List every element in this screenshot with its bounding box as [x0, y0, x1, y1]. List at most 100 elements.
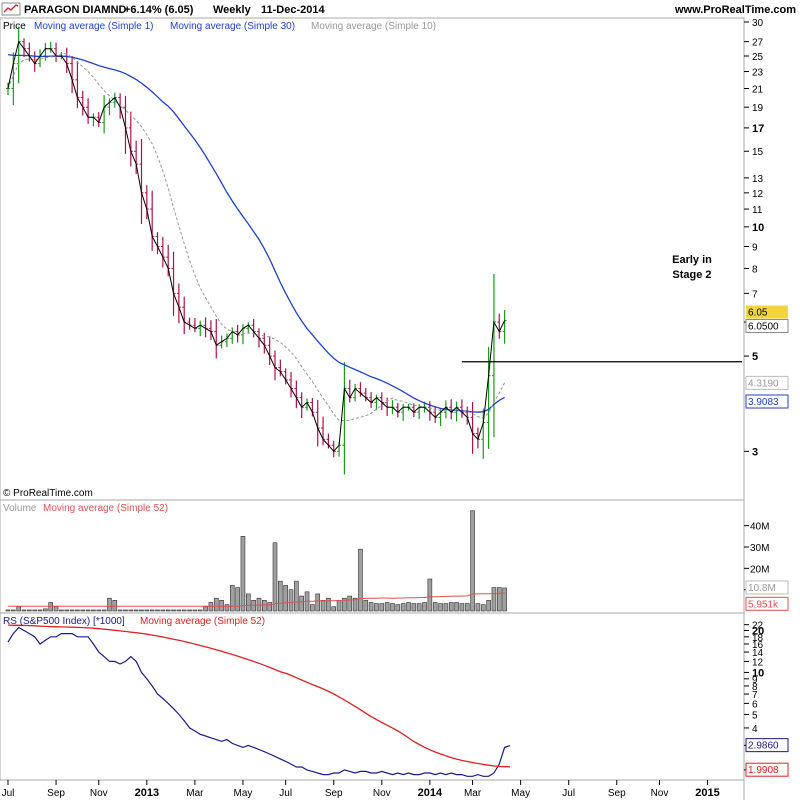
price-tick-label: 17: [752, 123, 764, 135]
volume-bar: [363, 600, 369, 612]
period-label: Weekly: [213, 4, 252, 16]
volume-bar: [427, 578, 433, 612]
x-tick-label: Nov: [373, 788, 391, 799]
legend-rs-ma: Moving average (Simple 52): [140, 616, 265, 627]
copyright: © ProRealTime.com: [3, 488, 93, 499]
x-tick-label: Mar: [186, 788, 204, 799]
volume-bar: [240, 536, 246, 612]
legend-volume-ma: Moving average (Simple 52): [43, 503, 168, 514]
rs-tick-label: 6: [752, 699, 758, 710]
volume-tick-label: 20M: [750, 564, 769, 575]
rs-tick-label: 12: [752, 657, 764, 668]
legend-rs: RS (S&P500 Index) [*1000]: [3, 616, 125, 627]
x-tick-label: May: [234, 788, 253, 799]
volume-bar: [59, 609, 64, 612]
ma10-value-tag-box: [745, 375, 789, 390]
volume-bar: [117, 609, 123, 612]
price-tick-label: 8: [752, 264, 758, 275]
volume-bar: [310, 604, 315, 612]
rs-tick-label: 4: [752, 724, 758, 735]
volume-bar: [320, 600, 326, 612]
instrument-name: PARAGON DIAMND: [24, 4, 127, 16]
volume-bar: [464, 603, 470, 612]
volume-bar: [165, 609, 171, 612]
x-tick-label: Nov: [90, 788, 108, 799]
volume-bar: [422, 602, 427, 612]
volume-bar: [502, 587, 507, 612]
annotation-line1: Early in: [672, 254, 712, 266]
rs-ma-value-tag-box: [745, 762, 789, 777]
x-tick-label: Mar: [464, 788, 482, 799]
volume-bar: [224, 604, 230, 612]
volume-bar: [470, 510, 475, 612]
volume-bar: [347, 595, 353, 612]
rs-line: [7, 626, 511, 777]
axes: 35678910111213151719212325273010M20M30M4…: [2, 18, 789, 799]
volume-bar: [288, 589, 294, 612]
volume-bar: [219, 600, 224, 612]
last-price-tag: 6.05: [748, 308, 768, 319]
volume-bar: [160, 609, 166, 612]
price-tick-label: 7: [752, 289, 758, 300]
volume-bar: [213, 597, 219, 612]
ma10-value-tag: 4.3190: [748, 378, 779, 389]
volume-bar: [416, 603, 422, 612]
header: PARAGON DIAMND +6.14% (6.05) Weekly 11-D…: [1, 2, 796, 16]
price-change: +6.14% (6.05): [124, 4, 194, 16]
volume-bar: [315, 593, 321, 612]
ma1-line: [7, 40, 506, 453]
volume-bar: [342, 597, 347, 612]
price-panel-frame: [0, 17, 745, 501]
volume-bar: [176, 609, 182, 612]
volume-bar: [155, 609, 160, 612]
volume-bar: [368, 602, 374, 612]
price-tick-label: 30: [752, 18, 764, 29]
x-tick-label: 2013: [135, 787, 159, 799]
volume-plot: [5, 510, 507, 612]
legend-price: Price: [3, 21, 26, 32]
chart-logo-line: [3, 4, 19, 13]
volume-bar: [358, 548, 363, 612]
volume-bar: [101, 609, 107, 612]
volume-bar: [395, 604, 401, 612]
volume-bar: [411, 603, 417, 612]
volume-bar: [192, 609, 198, 612]
price-tick-label: 27: [752, 38, 764, 49]
x-tick-label: Sep: [325, 788, 343, 799]
price-tick-label: 19: [752, 103, 764, 114]
volume-bar: [438, 603, 443, 612]
ma30-line: [7, 53, 505, 413]
price-tick-label: 23: [752, 68, 764, 79]
rs-value-tag-box: [745, 738, 789, 753]
volume-bar: [278, 580, 283, 612]
volume-bar: [443, 603, 449, 612]
volume-bar: [336, 600, 342, 612]
price-tick-label: 13: [752, 174, 764, 185]
x-tick-label: Sep: [608, 788, 626, 799]
volume-bar: [496, 587, 502, 612]
volume-bar: [37, 609, 43, 612]
volume-bar: [128, 609, 134, 612]
rs-tick-label: 9: [752, 675, 758, 686]
ma30-value-tag-box: [745, 394, 789, 409]
volume-bar: [75, 609, 80, 612]
volume-value-tag: 10.8M: [748, 583, 776, 594]
volume-bar: [96, 609, 102, 612]
volume-bar: [64, 609, 70, 612]
volume-bar: [32, 609, 38, 612]
volume-tick-label: 40M: [750, 522, 769, 533]
rs-value-tag: 2.9860: [748, 741, 779, 752]
volume-bar: [384, 602, 390, 612]
volume-bar: [432, 602, 438, 612]
volume-tick-label: 30M: [750, 543, 769, 554]
volume-bar: [5, 609, 11, 612]
volume-ma-line: [8, 592, 505, 607]
volume-bar: [448, 602, 454, 612]
volume-bar: [80, 609, 86, 612]
volume-bar: [406, 602, 411, 612]
volume-bar: [299, 595, 305, 612]
x-tick-label: Nov: [651, 788, 669, 799]
volume-bar: [187, 609, 192, 612]
volume-bar: [149, 609, 155, 612]
